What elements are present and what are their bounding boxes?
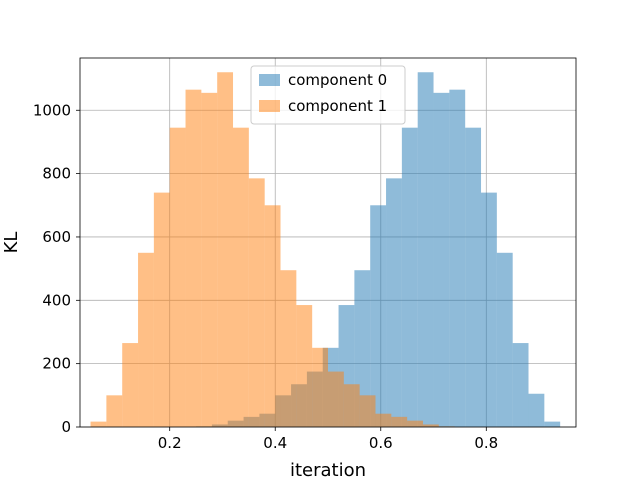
- histogram-bar: [185, 89, 202, 427]
- histogram-bar: [248, 178, 265, 427]
- legend-box: [250, 65, 406, 125]
- y-tick-label: 0: [61, 418, 71, 436]
- histogram-bar: [481, 192, 497, 427]
- histogram-bar: [280, 270, 297, 427]
- histogram-bar: [201, 92, 218, 428]
- histogram-bar: [433, 92, 450, 428]
- y-axis-title: KL: [1, 232, 22, 254]
- histogram-bars: [90, 72, 561, 428]
- plot-frame: [79, 57, 577, 428]
- y-tick-label: 200: [42, 355, 71, 373]
- histogram-bar: [496, 252, 513, 427]
- axis-ticks: 0.2 0.4 0.6 0.8 0 200 400 600 800 1000: [33, 101, 498, 452]
- series-0-bars: [196, 72, 561, 428]
- histogram-bar: [90, 421, 107, 427]
- histogram-bar: [343, 384, 360, 427]
- legend-swatch: [259, 100, 280, 112]
- histogram-bar: [465, 127, 482, 427]
- y-tick-label: 800: [42, 165, 71, 183]
- histogram-bar: [417, 72, 434, 427]
- histogram-bar: [328, 371, 344, 427]
- histogram-bar: [544, 421, 561, 427]
- histogram-bar: [312, 347, 328, 427]
- histogram-bar: [296, 305, 313, 427]
- histogram-bar: [528, 393, 545, 427]
- histogram-bar: [264, 205, 281, 427]
- legend-swatch: [259, 74, 280, 86]
- histogram-bar: [217, 72, 234, 427]
- x-tick-label: 0.6: [369, 434, 393, 452]
- histogram-bar: [375, 413, 392, 427]
- histogram-bar: [449, 89, 466, 427]
- histogram-bar: [422, 424, 439, 427]
- histogram-bar: [370, 205, 387, 427]
- histogram-bar: [512, 343, 529, 427]
- histogram-bar: [233, 127, 249, 427]
- x-axis-title: iteration: [290, 460, 366, 480]
- histogram-bar: [401, 127, 418, 427]
- histogram-bar: [391, 416, 408, 427]
- y-tick-label: 1000: [33, 101, 71, 119]
- histogram-bar: [169, 127, 186, 427]
- legend: component 0 component 1: [250, 65, 406, 125]
- histogram-bar: [407, 420, 423, 427]
- x-tick-label: 0.8: [474, 434, 498, 452]
- series-1-bars: [90, 72, 455, 428]
- histogram-bar: [153, 192, 170, 427]
- y-tick-label: 600: [42, 228, 71, 246]
- y-tick-label: 400: [42, 291, 71, 309]
- histogram-bar: [106, 395, 123, 427]
- histogram-bar: [138, 252, 154, 427]
- legend-label: component 1: [288, 97, 387, 115]
- histogram-bar: [122, 343, 139, 427]
- x-tick-label: 0.2: [158, 434, 182, 452]
- histogram-bar: [386, 178, 402, 427]
- x-tick-label: 0.4: [263, 434, 287, 452]
- legend-label: component 0: [288, 71, 387, 89]
- histogram-bar: [359, 395, 376, 427]
